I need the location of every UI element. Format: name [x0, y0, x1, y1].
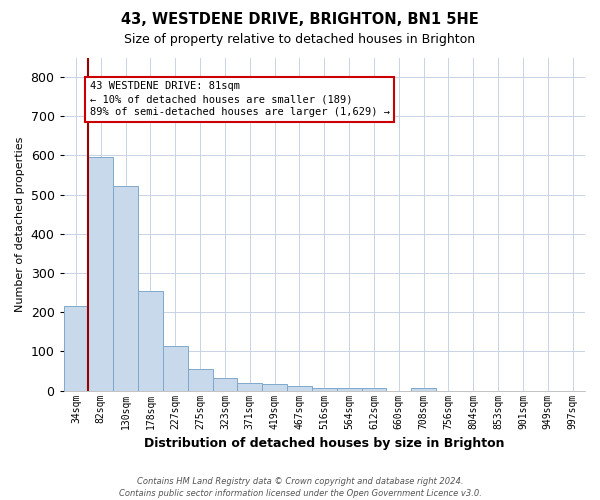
- Bar: [362, 388, 386, 390]
- Bar: [411, 388, 436, 390]
- Bar: [188, 370, 212, 390]
- Text: 43 WESTDENE DRIVE: 81sqm
← 10% of detached houses are smaller (189)
89% of semi-: 43 WESTDENE DRIVE: 81sqm ← 10% of detach…: [89, 81, 389, 118]
- Bar: [287, 386, 312, 390]
- Bar: [238, 383, 262, 390]
- Bar: [312, 388, 337, 390]
- Y-axis label: Number of detached properties: Number of detached properties: [15, 136, 25, 312]
- Text: Contains HM Land Registry data © Crown copyright and database right 2024.
Contai: Contains HM Land Registry data © Crown c…: [119, 476, 481, 498]
- Bar: [262, 384, 287, 390]
- Bar: [212, 378, 238, 390]
- Bar: [138, 290, 163, 390]
- Bar: [64, 306, 88, 390]
- Text: Size of property relative to detached houses in Brighton: Size of property relative to detached ho…: [124, 32, 476, 46]
- Bar: [337, 388, 362, 390]
- Bar: [163, 346, 188, 391]
- Bar: [113, 186, 138, 390]
- Text: 43, WESTDENE DRIVE, BRIGHTON, BN1 5HE: 43, WESTDENE DRIVE, BRIGHTON, BN1 5HE: [121, 12, 479, 28]
- Bar: [88, 156, 113, 390]
- X-axis label: Distribution of detached houses by size in Brighton: Distribution of detached houses by size …: [144, 437, 505, 450]
